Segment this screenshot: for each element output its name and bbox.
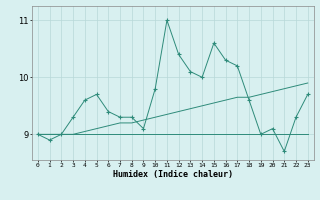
X-axis label: Humidex (Indice chaleur): Humidex (Indice chaleur) <box>113 170 233 179</box>
